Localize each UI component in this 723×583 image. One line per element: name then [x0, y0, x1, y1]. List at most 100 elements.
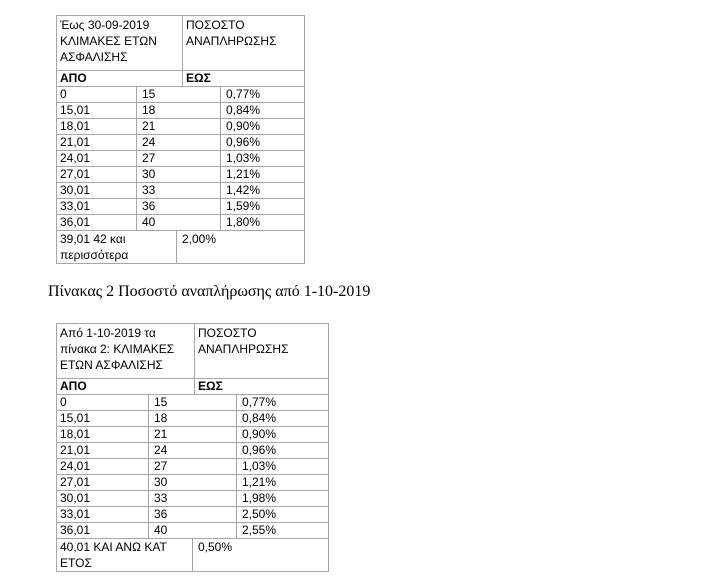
grid-line [56, 263, 305, 264]
row-to-value: 36 [154, 507, 168, 521]
grid-line [176, 230, 177, 263]
column-header-from: ΑΠΟ [60, 71, 87, 85]
row-to-value: 27 [154, 459, 168, 473]
row-from-value: 0 [60, 395, 67, 409]
grid-line [56, 506, 328, 507]
row-to-value: 33 [142, 183, 156, 197]
grid-line [56, 323, 328, 324]
row-to-value: 40 [154, 523, 168, 537]
row-rate-value: 0,84% [242, 411, 277, 425]
grid-line [220, 86, 221, 230]
grid-line [56, 15, 304, 16]
last-row-rate-value: 0,50% [198, 540, 233, 554]
grid-line [56, 15, 57, 263]
last-row-label-line: περισσότερα [60, 248, 129, 262]
row-to-value: 15 [142, 87, 156, 101]
header-label-line: Έως 30-09-2019 [60, 18, 150, 32]
grid-line [56, 166, 304, 167]
grid-line [56, 378, 328, 379]
grid-line [56, 134, 304, 135]
row-rate-value: 2,55% [242, 523, 277, 537]
row-to-value: 36 [142, 199, 156, 213]
row-rate-value: 1,80% [226, 215, 261, 229]
row-rate-value: 1,98% [242, 491, 277, 505]
row-to-value: 30 [154, 475, 168, 489]
row-rate-value: 0,96% [242, 443, 277, 457]
row-rate-value: 1,03% [226, 151, 261, 165]
row-to-value: 21 [142, 119, 156, 133]
row-to-value: 40 [142, 215, 156, 229]
header-label-line: ΕΤΩΝ ΑΣΦΑΛΙΣΗΣ [60, 358, 163, 372]
row-from-value: 15,01 [60, 103, 91, 117]
row-to-value: 24 [142, 135, 156, 149]
row-rate-value: 0,96% [226, 135, 261, 149]
row-to-value: 21 [154, 427, 168, 441]
row-to-value: 24 [154, 443, 168, 457]
header-rate-label-line: ΑΝΑΠΛΗΡΩΣΗΣ [198, 342, 289, 356]
grid-line [56, 394, 328, 395]
row-rate-value: 2,50% [242, 507, 277, 521]
row-from-value: 30,01 [60, 183, 91, 197]
grid-line [56, 426, 328, 427]
grid-line [56, 410, 328, 411]
grid-line [136, 86, 137, 230]
header-label-line: πίνακα 2: ΚΛΙΜΑΚΕΣ [60, 342, 175, 356]
last-row-label-line: 39,01 42 και [60, 232, 126, 246]
last-row-label-line: ΕΤΟΣ [60, 556, 92, 570]
row-from-value: 36,01 [60, 523, 91, 537]
row-rate-value: 1,21% [242, 475, 277, 489]
row-from-value: 27,01 [60, 475, 91, 489]
grid-line [192, 538, 193, 571]
row-rate-value: 0,84% [226, 103, 261, 117]
grid-line [56, 182, 304, 183]
grid-line [194, 323, 195, 394]
row-rate-value: 1,42% [226, 183, 261, 197]
row-from-value: 36,01 [60, 215, 91, 229]
grid-line [56, 571, 329, 572]
grid-line [56, 118, 304, 119]
last-row-rate-value: 2,00% [182, 232, 217, 246]
last-row-label-line: 40,01 ΚΑΙ ΑΝΩ ΚΑΤ [60, 540, 167, 554]
row-to-value: 18 [154, 411, 168, 425]
row-rate-value: 0,90% [242, 427, 277, 441]
row-rate-value: 0,77% [242, 395, 277, 409]
table-2-replacement-rates-from-2019: Από 1-10-2019 τα πίνακα 2: ΚΛΙΜΑΚΕΣ ΕΤΩΝ Α… [56, 323, 329, 572]
grid-line [56, 458, 328, 459]
table-2-caption: Πίνακας 2 Ποσοστό αναπλήρωσης από 1-10-2… [48, 283, 371, 300]
column-header-to: ΕΩΣ [186, 71, 211, 85]
column-header-to: ΕΩΣ [198, 379, 223, 393]
row-to-value: 18 [142, 103, 156, 117]
header-rate-label-line: ΑΝΑΠΛΗΡΩΣΗΣ [186, 34, 277, 48]
row-rate-value: 0,90% [226, 119, 261, 133]
row-rate-value: 1,59% [226, 199, 261, 213]
grid-line [56, 102, 304, 103]
column-header-from: ΑΠΟ [60, 379, 87, 393]
row-rate-value: 1,03% [242, 459, 277, 473]
row-to-value: 27 [142, 151, 156, 165]
row-to-value: 15 [154, 395, 168, 409]
grid-line [56, 490, 328, 491]
header-label-line: Από 1-10-2019 τα [60, 326, 156, 340]
grid-line [56, 214, 304, 215]
row-from-value: 24,01 [60, 459, 91, 473]
row-from-value: 24,01 [60, 151, 91, 165]
grid-line [56, 198, 304, 199]
grid-line [56, 86, 304, 87]
grid-line [56, 474, 328, 475]
row-from-value: 33,01 [60, 199, 91, 213]
table-1-replacement-rates-until-2019: Έως 30-09-2019 ΚΛΙΜΑΚΕΣ ΕΤΩΝ ΑΣΦΑΛΙΣΗΣ ΠΟΣΟ… [56, 15, 305, 264]
header-label-line: ΚΛΙΜΑΚΕΣ ΕΤΩΝ [60, 34, 157, 48]
grid-line [148, 394, 149, 538]
row-from-value: 21,01 [60, 135, 91, 149]
grid-line [56, 70, 304, 71]
row-from-value: 27,01 [60, 167, 91, 181]
grid-line [56, 442, 328, 443]
header-label-line: ΑΣΦΑΛΙΣΗΣ [60, 50, 128, 64]
row-rate-value: 1,21% [226, 167, 261, 181]
row-to-value: 33 [154, 491, 168, 505]
row-from-value: 18,01 [60, 119, 91, 133]
grid-line [182, 15, 183, 86]
grid-line [56, 230, 304, 231]
grid-line [56, 150, 304, 151]
header-rate-label-line: ΠΟΣΟΣΤΟ [198, 326, 257, 340]
